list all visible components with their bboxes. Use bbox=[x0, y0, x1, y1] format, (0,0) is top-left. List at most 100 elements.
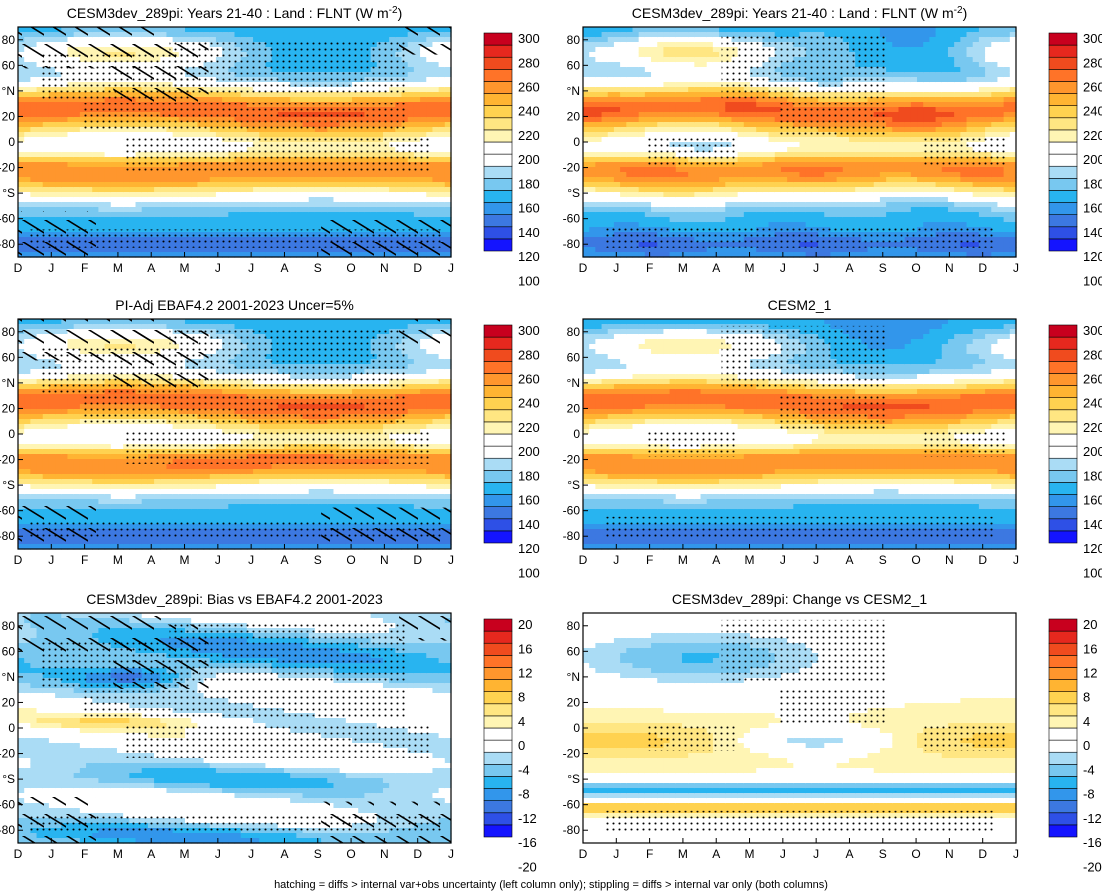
heatmap-cell bbox=[209, 172, 217, 178]
heatmap-cell bbox=[18, 77, 25, 83]
heatmap-cell bbox=[277, 32, 285, 38]
heatmap-cell bbox=[601, 102, 609, 108]
heatmap-cell bbox=[620, 97, 627, 103]
heatmap-cell bbox=[61, 182, 69, 188]
heatmap-cell bbox=[178, 212, 186, 218]
heatmap-cell bbox=[321, 207, 328, 213]
heatmap-cell bbox=[314, 197, 322, 203]
heatmap-cell bbox=[589, 182, 596, 188]
heatmap-cell bbox=[694, 247, 702, 253]
heatmap-cell bbox=[688, 172, 695, 178]
heatmap-cell bbox=[67, 192, 75, 198]
heatmap-cell bbox=[681, 187, 689, 193]
heatmap-cell bbox=[669, 212, 677, 218]
heatmap-cell bbox=[793, 142, 801, 148]
heatmap-cell bbox=[191, 202, 198, 208]
heatmap-cell bbox=[382, 32, 390, 38]
heatmap-cell bbox=[178, 32, 186, 38]
heatmap-cell bbox=[620, 47, 627, 53]
heatmap-cell bbox=[86, 172, 93, 178]
heatmap-cell bbox=[694, 72, 702, 78]
heatmap-cell bbox=[401, 177, 409, 183]
heatmap-cell bbox=[651, 97, 658, 103]
heatmap-cell bbox=[265, 247, 273, 253]
heatmap-cell bbox=[265, 197, 273, 203]
heatmap-cell bbox=[607, 177, 615, 183]
heatmap-cell bbox=[185, 32, 192, 38]
heatmap-cell bbox=[432, 62, 440, 68]
heatmap-cell bbox=[644, 197, 652, 203]
heatmap-cell bbox=[583, 172, 590, 178]
heatmap-cell bbox=[222, 97, 229, 103]
heatmap-cell bbox=[296, 172, 304, 178]
heatmap-cell bbox=[327, 192, 335, 198]
heatmap-cell bbox=[589, 132, 596, 138]
heatmap-cell bbox=[780, 187, 788, 193]
heatmap-cell bbox=[426, 172, 434, 178]
heatmap-cell bbox=[706, 167, 714, 173]
heatmap-cell bbox=[787, 212, 794, 218]
heatmap-cell bbox=[651, 132, 658, 138]
heatmap-cell bbox=[228, 207, 236, 213]
heatmap-cell bbox=[420, 177, 427, 183]
heatmap-cell bbox=[123, 177, 130, 183]
heatmap-cell bbox=[129, 202, 137, 208]
heatmap-cell bbox=[24, 72, 31, 78]
heatmap-cell bbox=[185, 172, 192, 178]
heatmap-cell bbox=[750, 102, 757, 108]
heatmap-cell bbox=[626, 122, 634, 128]
heatmap-cell bbox=[67, 117, 75, 123]
heatmap-cell bbox=[589, 212, 596, 218]
heatmap-cell bbox=[607, 187, 615, 193]
heatmap-cell bbox=[110, 217, 118, 223]
heatmap-cell bbox=[395, 202, 403, 208]
heatmap-cell bbox=[321, 187, 328, 193]
heatmap-cell bbox=[595, 67, 603, 73]
heatmap-cell bbox=[700, 47, 708, 53]
heatmap-cell bbox=[166, 182, 174, 188]
heatmap-cell bbox=[36, 152, 44, 158]
heatmap-cell bbox=[638, 97, 646, 103]
heatmap-cell bbox=[185, 202, 192, 208]
heatmap-cell bbox=[141, 247, 149, 253]
heatmap-cell bbox=[750, 247, 757, 253]
heatmap-cell bbox=[30, 72, 38, 78]
heatmap-cell bbox=[172, 177, 180, 183]
heatmap-cell bbox=[756, 217, 763, 223]
heatmap-cell bbox=[222, 192, 229, 198]
heatmap-cell bbox=[688, 102, 695, 108]
heatmap-cell bbox=[737, 182, 745, 188]
heatmap-cell bbox=[259, 202, 267, 208]
heatmap-cell bbox=[620, 217, 627, 223]
heatmap-cell bbox=[135, 202, 143, 208]
heatmap-cell bbox=[787, 187, 794, 193]
heatmap-cell bbox=[240, 172, 248, 178]
heatmap-cell bbox=[55, 167, 62, 173]
heatmap-cell bbox=[638, 102, 646, 108]
heatmap-cell bbox=[61, 122, 69, 128]
heatmap-cell bbox=[73, 117, 81, 123]
heatmap-cell bbox=[638, 117, 646, 123]
heatmap-cell bbox=[719, 202, 726, 208]
heatmap-cell bbox=[595, 182, 603, 188]
heatmap-cell bbox=[290, 192, 297, 198]
heatmap-cell bbox=[688, 87, 695, 93]
heatmap-cell bbox=[197, 177, 205, 183]
heatmap-cell bbox=[92, 177, 100, 183]
heatmap-cell bbox=[669, 177, 677, 183]
heatmap-cell bbox=[774, 177, 782, 183]
heatmap-cell bbox=[141, 207, 149, 213]
heatmap-cell bbox=[626, 247, 634, 253]
heatmap-cell bbox=[688, 182, 695, 188]
colorbar-segment bbox=[483, 202, 513, 215]
heatmap-cell bbox=[688, 192, 695, 198]
heatmap-cell bbox=[73, 137, 81, 143]
heatmap-cell bbox=[632, 52, 640, 58]
heatmap-cell bbox=[73, 112, 81, 118]
heatmap-cell bbox=[426, 72, 434, 78]
heatmap-cell bbox=[712, 167, 720, 173]
heatmap-cell bbox=[663, 177, 671, 183]
heatmap-cell bbox=[663, 27, 671, 33]
heatmap-cell bbox=[700, 177, 708, 183]
heatmap-cell bbox=[129, 132, 137, 138]
